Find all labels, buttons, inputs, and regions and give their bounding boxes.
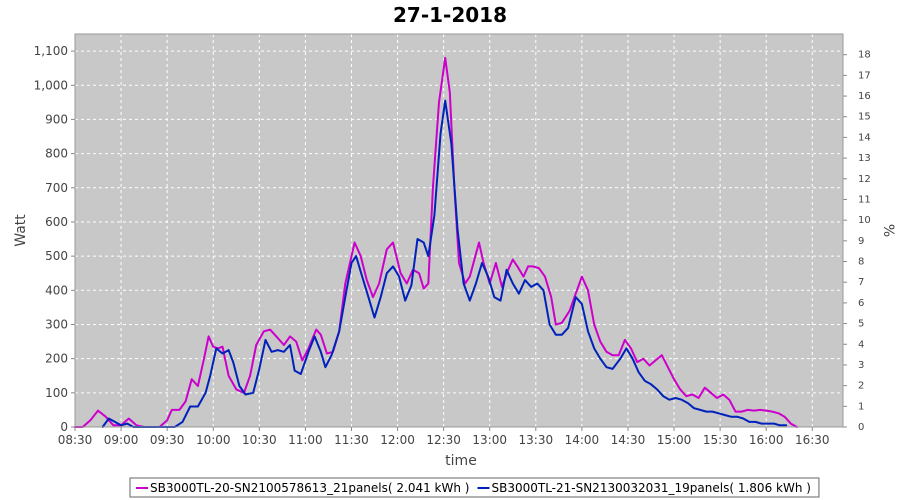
y-tick-label: 600 (45, 215, 68, 229)
y-tick-label: 100 (45, 386, 68, 400)
y2-tick-label: 16 (858, 91, 871, 102)
y2-tick-label: 2 (858, 381, 864, 392)
x-tick-label: 08:30 (58, 433, 93, 447)
y-tick-label: 0 (60, 420, 68, 434)
y2-tick-label: 7 (858, 277, 864, 288)
y2-tick-label: 10 (858, 215, 871, 226)
y2-tick-label: 18 (858, 50, 871, 61)
y2-tick-label: 5 (858, 319, 864, 330)
plot-background (75, 34, 843, 427)
x-tick-label: 15:00 (657, 433, 692, 447)
y-tick-label: 800 (45, 147, 68, 161)
y2-tick-label: 15 (858, 112, 871, 123)
legend: SB3000TL-20-SN2100578613_21panels( 2.041… (129, 477, 820, 498)
y-tick-label: 900 (45, 112, 68, 126)
x-tick-label: 16:00 (749, 433, 784, 447)
y2-tick-label: 11 (858, 194, 871, 205)
x-tick-label: 16:30 (795, 433, 830, 447)
x-tick-label: 13:30 (519, 433, 554, 447)
x-tick-label: 10:30 (242, 433, 277, 447)
x-tick-label: 14:30 (611, 433, 646, 447)
y2-tick-label: 9 (858, 236, 864, 247)
x-tick-label: 15:30 (703, 433, 738, 447)
y2-tick-label: 0 (858, 422, 864, 433)
y2-tick-label: 8 (858, 257, 864, 268)
y2-axis-label: % (880, 224, 896, 237)
y2-tick-label: 14 (858, 132, 871, 143)
x-tick-label: 13:00 (472, 433, 507, 447)
y-tick-label: 1,100 (34, 44, 68, 58)
x-tick-label: 14:00 (565, 433, 600, 447)
y-axis-label: Watt (13, 214, 29, 247)
y2-tick-label: 3 (858, 360, 864, 371)
x-tick-label: 12:30 (426, 433, 461, 447)
chart-title: 27-1-2018 (393, 3, 507, 27)
x-tick-label: 09:00 (104, 433, 139, 447)
x-tick-label: 11:00 (288, 433, 323, 447)
y-tick-label: 400 (45, 283, 68, 297)
y-tick-label: 500 (45, 249, 68, 263)
y2-tick-label: 4 (858, 339, 864, 350)
plot-area: 08:30 09:00 09:30 10:00 10:30 11:00 11:30 12:00… (34, 33, 871, 447)
y2-tick-label: 1 (858, 401, 864, 412)
y2-tick-label: 12 (858, 174, 871, 185)
y-tick-label: 700 (45, 181, 68, 195)
x-axis-label: time (445, 453, 477, 469)
x-tick-label: 09:30 (150, 433, 185, 447)
x-tick-label: 10:00 (196, 433, 231, 447)
y2-tick-label: 6 (858, 298, 864, 309)
series-line-1 (74, 56, 798, 428)
y-tick-label: 300 (45, 317, 68, 331)
y2-tick-label: 13 (858, 153, 871, 164)
x-tick-label: 12:00 (380, 433, 415, 447)
legend-box (129, 477, 820, 498)
series-line-2 (101, 99, 788, 428)
legend-label-2: SB3000TL-21-SN2130032031_19panels( 1.806… (491, 481, 810, 495)
y-tick-label: 1,000 (34, 78, 68, 92)
plot-border (74, 33, 844, 428)
y2-tick-label: 17 (858, 70, 871, 81)
y-tick-label: 200 (45, 352, 68, 366)
legend-label-1: SB3000TL-20-SN2100578613_21panels( 2.041… (150, 481, 469, 495)
x-tick-label: 11:30 (334, 433, 369, 447)
